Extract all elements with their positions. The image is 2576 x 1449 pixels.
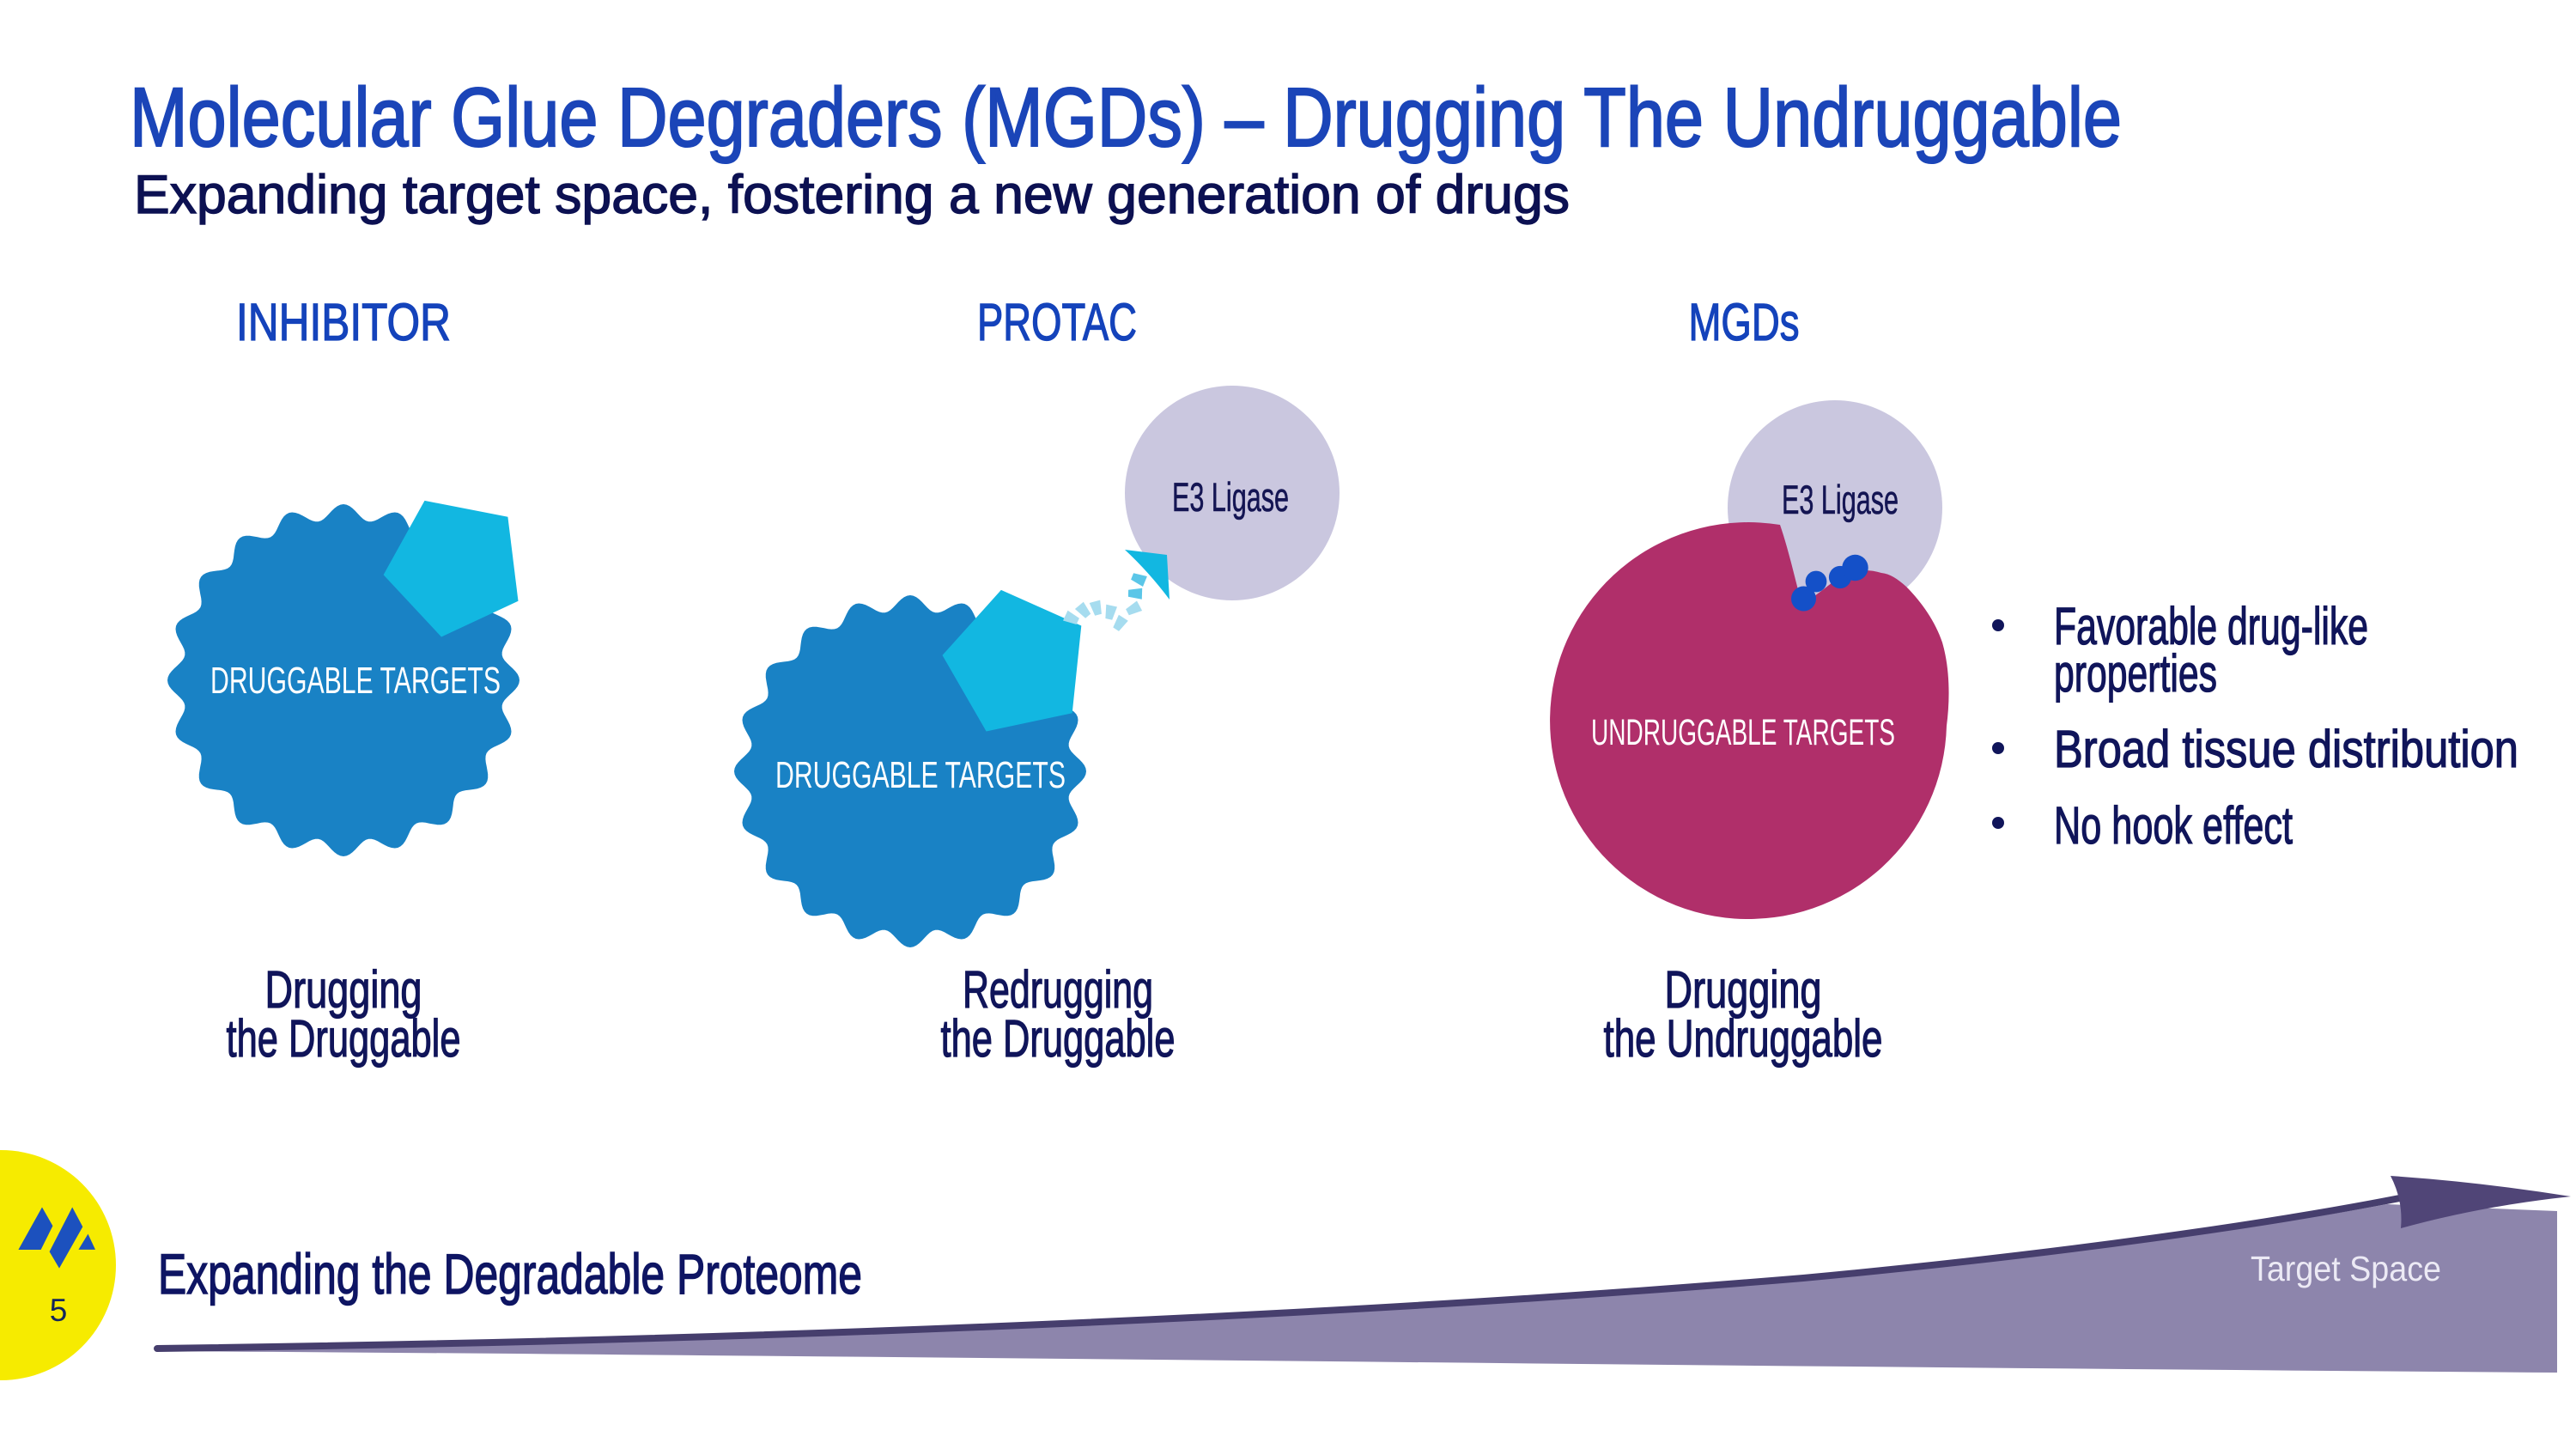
svg-text:the Druggable: the Druggable <box>227 1009 461 1068</box>
svg-text:Broad tissue distribution: Broad tissue distribution <box>2054 720 2518 778</box>
svg-text:5: 5 <box>50 1293 68 1328</box>
svg-text:INHIBITOR: INHIBITOR <box>236 293 451 351</box>
svg-text:the Undruggable: the Undruggable <box>1604 1009 1883 1068</box>
svg-text:Target Space: Target Space <box>2251 1249 2441 1288</box>
svg-text:Redrugging: Redrugging <box>963 960 1153 1019</box>
svg-text:E3 Ligase: E3 Ligase <box>1172 474 1289 520</box>
svg-text:MGDs: MGDs <box>1689 293 1800 351</box>
svg-text:Drugging: Drugging <box>1665 960 1822 1019</box>
svg-text:UNDRUGGABLE TARGETS: UNDRUGGABLE TARGETS <box>1591 712 1895 753</box>
svg-text:DRUGGABLE TARGETS: DRUGGABLE TARGETS <box>210 660 501 702</box>
svg-text:PROTAC: PROTAC <box>977 293 1137 351</box>
svg-text:Expanding target space, foster: Expanding target space, fostering a new … <box>134 165 1570 225</box>
svg-text:DRUGGABLE TARGETS: DRUGGABLE TARGETS <box>775 754 1066 796</box>
svg-text:Drugging: Drugging <box>265 960 422 1019</box>
svg-text:Expanding the Degradable Prote: Expanding the Degradable Proteome <box>158 1242 862 1306</box>
svg-text:No hook effect: No hook effect <box>2054 796 2293 855</box>
svg-text:the Druggable: the Druggable <box>941 1009 1176 1068</box>
svg-text:Molecular Glue Degraders (MGDs: Molecular Glue Degraders (MGDs) – Druggi… <box>130 70 2122 164</box>
svg-text:E3 Ligase: E3 Ligase <box>1782 477 1899 522</box>
svg-text:properties: properties <box>2054 644 2217 703</box>
svg-text:Favorable drug-like: Favorable drug-like <box>2054 597 2368 655</box>
